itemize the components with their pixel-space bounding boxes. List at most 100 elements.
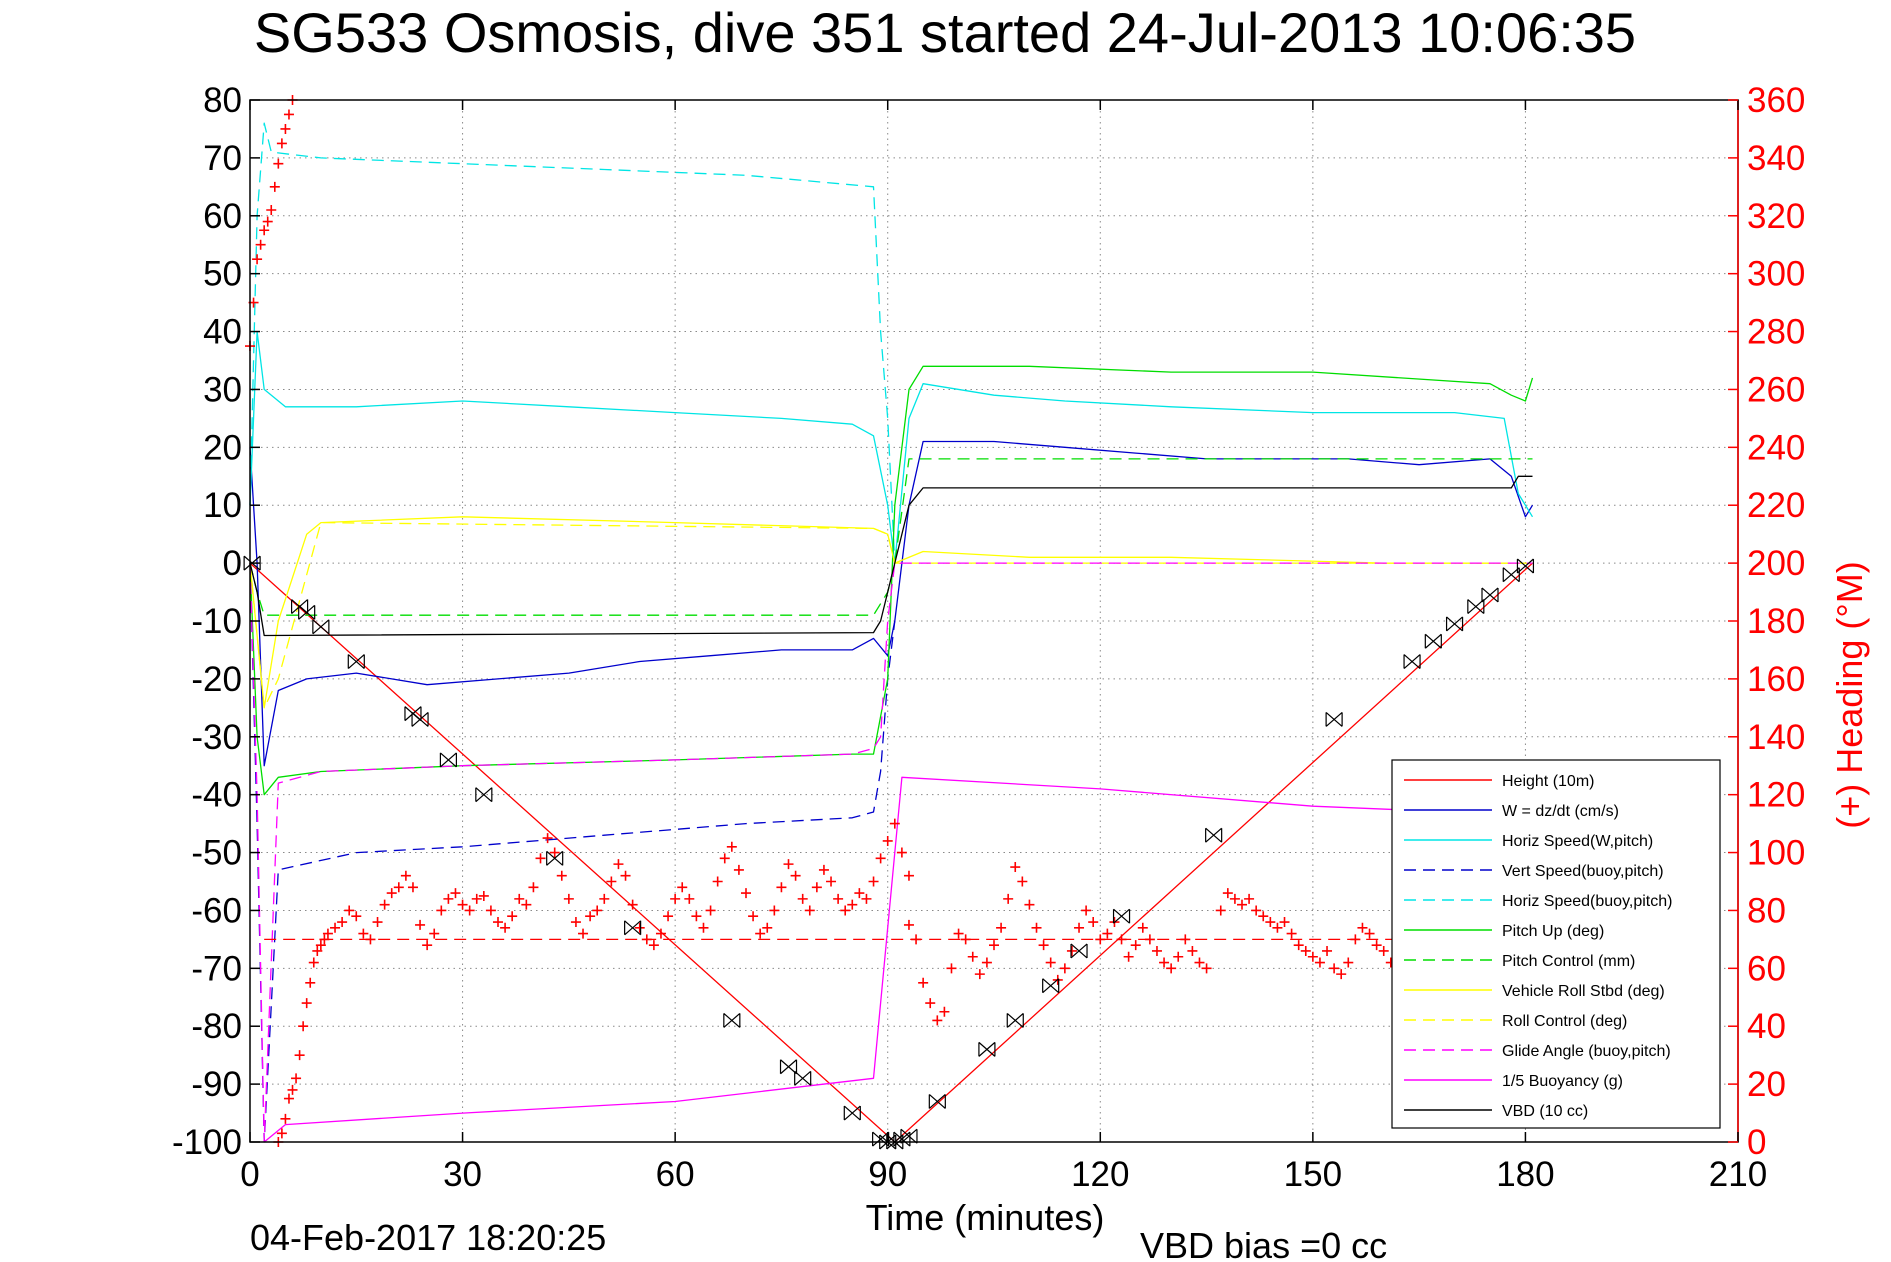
heading-point <box>1279 917 1290 928</box>
chart-title: SG533 Osmosis, dive 351 started 24-Jul-2… <box>254 1 1636 64</box>
heading-point <box>372 917 383 928</box>
height-marker <box>624 920 642 936</box>
heading-point <box>634 922 645 933</box>
heading-point <box>918 977 929 988</box>
heading-point <box>1151 945 1162 956</box>
heading-point <box>903 919 914 930</box>
height-marker <box>1070 943 1088 959</box>
heading-point <box>578 928 589 939</box>
y-tick-label: 50 <box>203 255 242 294</box>
heading-point <box>478 890 489 901</box>
legend-label: Glide Angle (buoy,pitch) <box>1502 1043 1671 1060</box>
heading-point <box>365 934 376 945</box>
heading-point <box>1102 928 1113 939</box>
heading-point <box>691 911 702 922</box>
heading-point <box>840 905 851 916</box>
heading-point <box>283 1093 294 1104</box>
heading-point <box>1159 957 1170 968</box>
heading-point <box>542 833 553 844</box>
heading-point <box>252 254 263 265</box>
x-tick-label: 150 <box>1284 1155 1342 1194</box>
y-right-tick-label: 40 <box>1747 1007 1786 1046</box>
x-axis-label: Time (minutes) <box>866 1197 1105 1238</box>
heading-point <box>1371 940 1382 951</box>
y-right-tick-label: 100 <box>1747 834 1805 873</box>
series-layer <box>249 122 1534 1143</box>
height-marker <box>1445 616 1464 632</box>
heading-point <box>287 1084 298 1095</box>
heading-point <box>312 945 323 956</box>
heading-point <box>521 899 532 910</box>
heading-point <box>1258 911 1269 922</box>
heading-point <box>535 853 546 864</box>
heading-point <box>1130 940 1141 951</box>
heading-point <box>655 928 666 939</box>
heading-point <box>889 818 900 829</box>
heading-point <box>585 911 596 922</box>
heading-point <box>1144 934 1155 945</box>
height-marker <box>1502 567 1520 583</box>
height-marker <box>1006 1012 1024 1028</box>
heading-point <box>393 882 404 893</box>
heading-point <box>882 835 893 846</box>
height-marker <box>1042 978 1060 994</box>
heading-point <box>1307 951 1318 962</box>
height-marker <box>1403 654 1421 669</box>
y-tick-label: -50 <box>191 834 242 873</box>
heading-point <box>1116 934 1127 945</box>
heading-point <box>493 917 503 928</box>
heading-point <box>422 940 433 951</box>
x-tick-label: 180 <box>1496 1155 1554 1194</box>
heading-point <box>450 888 461 899</box>
heading-point <box>684 893 695 904</box>
heading-point <box>818 864 829 875</box>
y-right-tick-label: 300 <box>1747 255 1805 294</box>
height-marker <box>298 604 316 620</box>
heading-point <box>305 977 316 988</box>
heading-point <box>1017 876 1028 887</box>
height-marker <box>900 1128 918 1144</box>
heading-point <box>269 181 280 192</box>
x-tick-label: 0 <box>240 1155 259 1194</box>
legend-label: Height (10m) <box>1502 773 1594 790</box>
heading-point <box>273 158 284 169</box>
heading-point <box>783 859 794 870</box>
heading-point <box>570 917 581 928</box>
heading-point <box>755 928 766 939</box>
legend-label: Pitch Up (deg) <box>1502 923 1604 940</box>
heading-point <box>663 911 674 922</box>
y-right-tick-label: 180 <box>1747 602 1805 641</box>
heading-point <box>351 911 362 922</box>
heading-point <box>911 934 922 945</box>
heading-point <box>308 957 319 968</box>
y-right-tick-label: 160 <box>1747 660 1805 699</box>
heading-point <box>599 893 610 904</box>
heading-point <box>1074 922 1085 933</box>
legend-label: VBD (10 cc) <box>1502 1103 1588 1120</box>
y-tick-label: -90 <box>191 1065 242 1104</box>
y-tick-label: 60 <box>203 197 242 236</box>
heading-point <box>1336 969 1347 980</box>
y-right-tick-label: 220 <box>1747 486 1805 525</box>
heading-point <box>726 841 737 852</box>
heading-point <box>291 1073 302 1084</box>
heading-point <box>1229 893 1240 904</box>
height-marker <box>779 1059 798 1075</box>
heading-point <box>1329 963 1340 974</box>
heading-point <box>804 905 815 916</box>
heading-point <box>443 893 454 904</box>
heading-point <box>946 963 957 974</box>
y-right-tick-label: 360 <box>1747 81 1805 120</box>
heading-point <box>875 853 886 864</box>
axes-layer: 0 30 60 90 120 150 180 21080706050403020100-10-… <box>172 81 1805 1194</box>
height-marker <box>1205 827 1223 843</box>
y-tick-label: -100 <box>172 1123 242 1162</box>
heading-point <box>1081 905 1092 916</box>
heading-point <box>1314 957 1325 968</box>
heading-point <box>741 888 751 899</box>
height-marker <box>1112 908 1131 924</box>
heading-point <box>1031 922 1042 933</box>
legend-label: Roll Control (deg) <box>1502 1013 1627 1030</box>
heading-point <box>733 864 744 875</box>
